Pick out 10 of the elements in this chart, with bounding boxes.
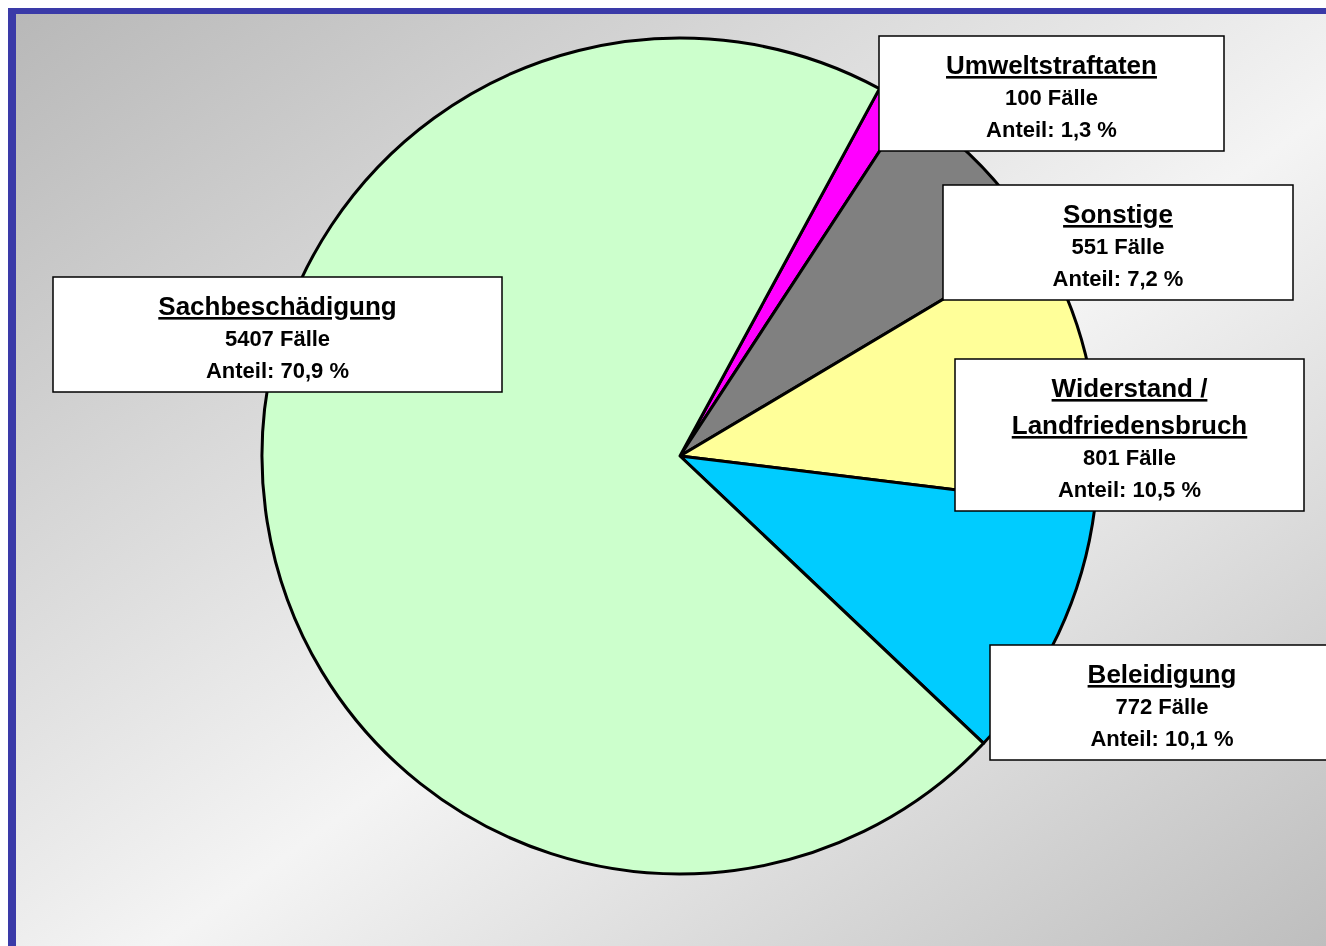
data-label: 100 Fälle Anteil: 1,3 % <box>986 85 1117 142</box>
data-label: 5407 Fälle Anteil: 70,9 % <box>205 326 350 383</box>
data-label: 801 Fälle Anteil: 10,5 % <box>1057 445 1202 502</box>
data-label: 772 Fälle Anteil: 10,1 % <box>1090 694 1234 751</box>
slice-label: Sonstige <box>1063 199 1173 229</box>
slice-label: Umweltstraftaten <box>946 50 1157 80</box>
slice-label: Widerstand / Landfriedensbruch <box>1011 373 1248 440</box>
slice-label: Beleidigung <box>1087 659 1237 689</box>
slice-label: Sachbeschädigung <box>158 291 397 321</box>
data-label: 551 Fälle Anteil: 7,2 % <box>1052 234 1184 291</box>
